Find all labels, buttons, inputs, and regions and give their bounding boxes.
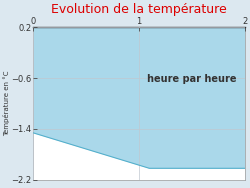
Title: Evolution de la température: Evolution de la température	[51, 3, 227, 16]
Y-axis label: Température en °C: Température en °C	[3, 71, 10, 136]
Text: heure par heure: heure par heure	[147, 74, 236, 84]
